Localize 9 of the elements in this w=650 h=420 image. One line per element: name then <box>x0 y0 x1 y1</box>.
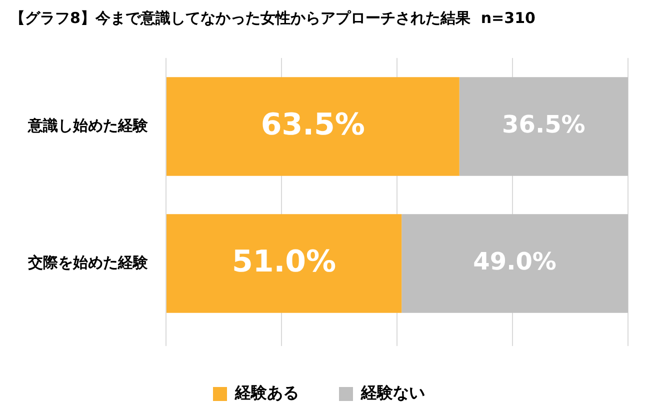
legend-label: 経験ない <box>360 383 425 402</box>
data-label: 49.0% <box>473 248 556 276</box>
data-label: 51.0% <box>232 244 336 280</box>
y-tick-label: 意識し始めた経験 <box>27 116 149 134</box>
legend-label: 経験ある <box>234 383 299 402</box>
y-tick-label: 交際を始めた経験 <box>27 253 149 272</box>
chart-title: 【グラフ8】今まで意識してなかった女性からアプローチされた結果 n=310 <box>10 8 536 27</box>
data-label: 36.5% <box>502 110 586 139</box>
data-label: 63.5% <box>260 107 365 142</box>
